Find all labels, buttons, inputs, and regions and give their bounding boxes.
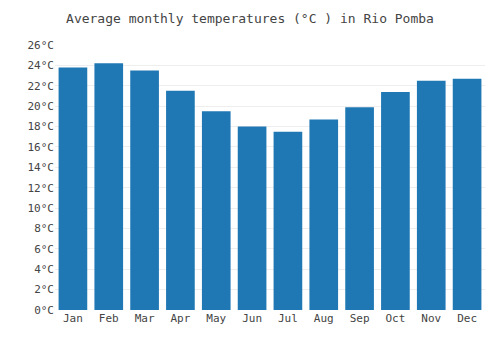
svg-text:24°C: 24°C (28, 59, 55, 72)
svg-text:10°C: 10°C (28, 202, 55, 215)
svg-text:Mar: Mar (135, 312, 155, 325)
svg-text:26°C: 26°C (28, 39, 55, 52)
svg-text:6°C: 6°C (34, 243, 54, 256)
svg-text:Oct: Oct (385, 312, 405, 325)
svg-text:May: May (206, 312, 226, 325)
svg-text:20°C: 20°C (28, 100, 55, 113)
svg-text:Apr: Apr (170, 312, 190, 325)
svg-text:4°C: 4°C (34, 263, 54, 276)
svg-text:Feb: Feb (99, 312, 119, 325)
svg-text:2°C: 2°C (34, 283, 54, 296)
svg-text:18°C: 18°C (28, 120, 55, 133)
svg-text:8°C: 8°C (34, 222, 54, 235)
svg-text:Dec: Dec (457, 312, 477, 325)
svg-text:Average monthly temperatures (: Average monthly temperatures (°C ) in Ri… (66, 11, 434, 26)
svg-text:Jan: Jan (63, 312, 83, 325)
svg-text:0°C: 0°C (34, 304, 54, 317)
svg-text:Aug: Aug (314, 312, 334, 325)
svg-text:14°C: 14°C (28, 161, 55, 174)
svg-text:12°C: 12°C (28, 182, 55, 195)
svg-text:Sep: Sep (350, 312, 370, 325)
svg-text:22°C: 22°C (28, 80, 55, 93)
svg-text:Jul: Jul (278, 312, 298, 325)
svg-text:Nov: Nov (421, 312, 441, 325)
svg-text:16°C: 16°C (28, 141, 55, 154)
svg-text:Jun: Jun (242, 312, 262, 325)
